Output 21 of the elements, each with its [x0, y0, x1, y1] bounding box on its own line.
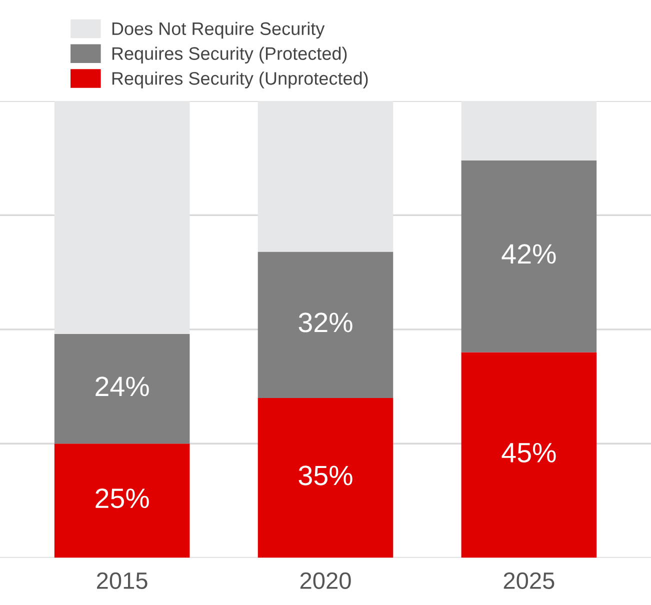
- bar: [461, 352, 597, 558]
- data-label: 24%: [96, 376, 149, 396]
- x-tick-label: 2020: [300, 572, 351, 590]
- x-tick-label: 2025: [504, 572, 554, 590]
- bar: [258, 398, 394, 558]
- data-label: 25%: [96, 488, 149, 508]
- legend-label: Does Not Require Security: [112, 22, 325, 39]
- x-tick-label: 2015: [96, 572, 148, 590]
- bar: [461, 101, 597, 160]
- data-label: 42%: [502, 244, 556, 264]
- bar: [54, 444, 190, 558]
- bar: [461, 160, 597, 352]
- data-label: 45%: [502, 442, 556, 462]
- bar: [258, 252, 394, 398]
- bar: [54, 101, 190, 334]
- bar: [258, 101, 394, 252]
- bar: [54, 334, 190, 444]
- legend-label: Requires Security (Unprotected): [112, 72, 368, 88]
- legend-label: Requires Security (Protected): [112, 46, 347, 64]
- data-label: 35%: [298, 466, 352, 486]
- data-label: 32%: [298, 312, 352, 332]
